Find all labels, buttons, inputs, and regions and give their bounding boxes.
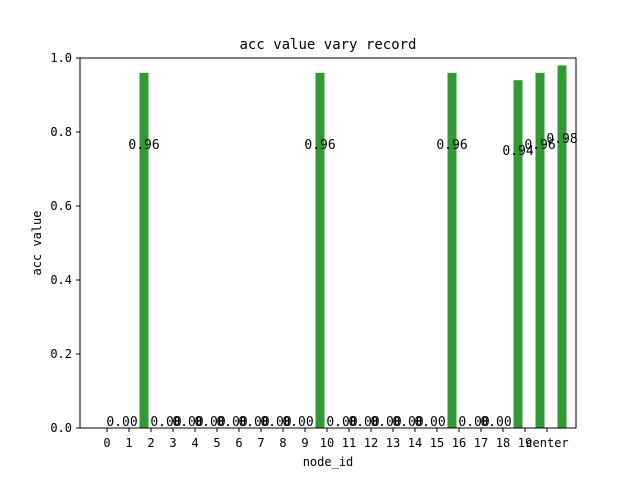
bar-19 bbox=[535, 72, 545, 429]
x-tick-label-6: 6 bbox=[235, 436, 242, 450]
data-label-5: 0.00 bbox=[216, 415, 247, 430]
x-tick-label-center: center bbox=[525, 436, 568, 450]
bar-center bbox=[557, 65, 567, 429]
data-label-2: 0.00 bbox=[150, 415, 181, 430]
x-tick-label-7: 7 bbox=[257, 436, 264, 450]
data-label-17: 0.00 bbox=[480, 415, 511, 430]
x-tick-label-10: 10 bbox=[320, 436, 334, 450]
x-tick-label-16: 16 bbox=[452, 436, 466, 450]
data-label-1: 0.96 bbox=[128, 138, 159, 153]
data-label-11: 0.00 bbox=[348, 415, 379, 430]
y-axis-label: acc value bbox=[30, 210, 44, 275]
data-label-13: 0.00 bbox=[392, 415, 423, 430]
y-tick-label-0.0: 0.0 bbox=[50, 421, 72, 435]
bar-18 bbox=[513, 80, 523, 428]
bar-15 bbox=[447, 72, 457, 429]
x-tick-label-3: 3 bbox=[169, 436, 176, 450]
x-tick-label-19: 19 bbox=[518, 436, 532, 450]
data-label-14: 0.00 bbox=[414, 415, 445, 430]
x-tick-label-8: 8 bbox=[279, 436, 286, 450]
data-label-center: 0.98 bbox=[546, 132, 577, 147]
x-tick-label-15: 15 bbox=[430, 436, 444, 450]
data-label-18: 0.94 bbox=[502, 144, 533, 159]
x-tick-label-14: 14 bbox=[408, 436, 422, 450]
chart-title: acc value vary record bbox=[239, 37, 416, 53]
data-label-8: 0.00 bbox=[282, 415, 313, 430]
bar-9 bbox=[315, 72, 325, 429]
data-label-10: 0.00 bbox=[326, 415, 357, 430]
x-tick-label-11: 11 bbox=[342, 436, 356, 450]
y-tick-label-1.0: 1.0 bbox=[50, 51, 72, 65]
y-tick-label-0.6: 0.6 bbox=[50, 199, 72, 213]
data-label-6: 0.00 bbox=[238, 415, 269, 430]
data-label-19: 0.96 bbox=[524, 138, 555, 153]
y-tick-label-0.2: 0.2 bbox=[50, 347, 72, 361]
x-tick-label-13: 13 bbox=[386, 436, 400, 450]
x-tick-label-17: 17 bbox=[474, 436, 488, 450]
plot-frame bbox=[79, 57, 577, 429]
data-label-0: 0.00 bbox=[106, 415, 137, 430]
x-tick-label-9: 9 bbox=[301, 436, 308, 450]
data-labels-layer: 0.000.960.000.000.000.000.000.000.000.96… bbox=[106, 132, 577, 430]
data-label-12: 0.00 bbox=[370, 415, 401, 430]
ticks-layer: 0 1 2 3 4 5 6 7 8 9 10 11 12 13 14 15 16 17 18 19center0.00… bbox=[50, 51, 568, 450]
x-tick-label-12: 12 bbox=[364, 436, 378, 450]
bars-layer bbox=[139, 65, 567, 429]
x-tick-label-5: 5 bbox=[213, 436, 220, 450]
bar-1 bbox=[139, 72, 149, 429]
y-tick-label-0.4: 0.4 bbox=[50, 273, 72, 287]
data-label-16: 0.00 bbox=[458, 415, 489, 430]
data-label-7: 0.00 bbox=[260, 415, 291, 430]
x-tick-label-0: 0 bbox=[103, 436, 110, 450]
y-tick-label-0.8: 0.8 bbox=[50, 125, 72, 139]
data-label-4: 0.00 bbox=[194, 415, 225, 430]
x-tick-label-2: 2 bbox=[147, 436, 154, 450]
data-label-9: 0.96 bbox=[304, 138, 335, 153]
x-tick-label-18: 18 bbox=[496, 436, 510, 450]
x-axis-label: node_id bbox=[303, 455, 354, 469]
data-label-15: 0.96 bbox=[436, 138, 467, 153]
x-tick-label-1: 1 bbox=[125, 436, 132, 450]
x-tick-label-4: 4 bbox=[191, 436, 198, 450]
data-label-3: 0.00 bbox=[172, 415, 203, 430]
